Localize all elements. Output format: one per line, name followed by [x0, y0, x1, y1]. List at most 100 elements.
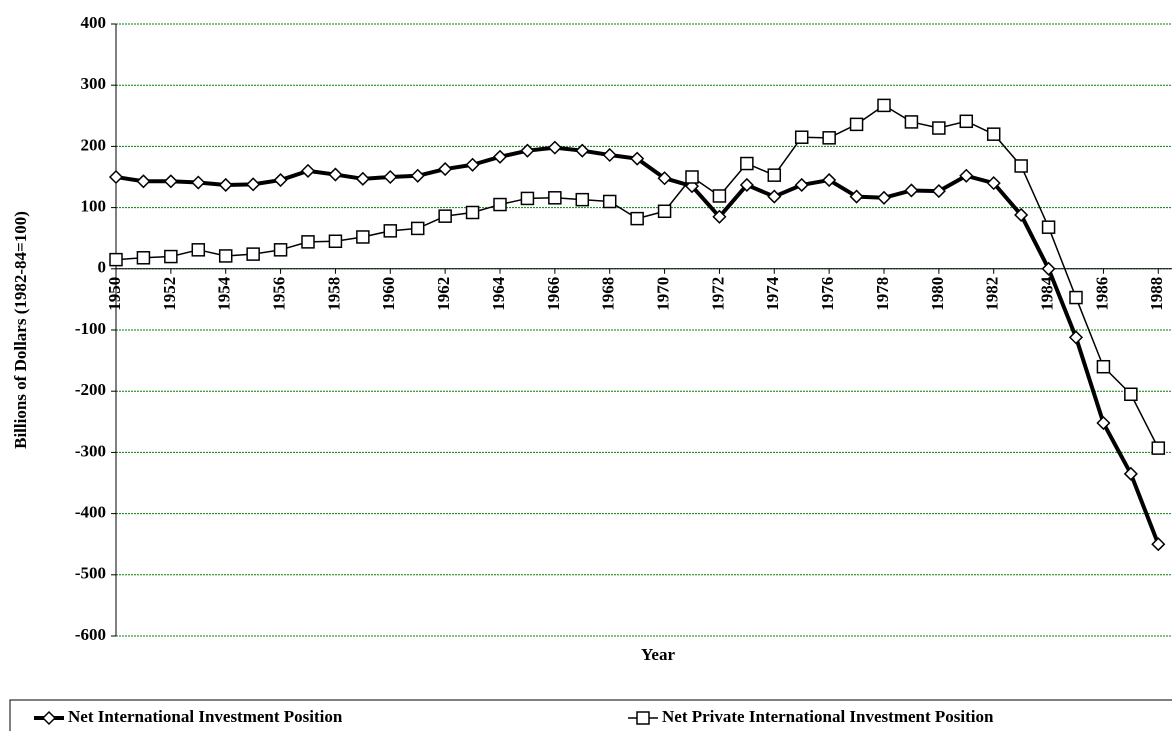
x-axis-title: Year	[641, 645, 675, 664]
marker	[1014, 159, 1028, 173]
marker	[301, 235, 315, 249]
marker	[438, 209, 452, 223]
marker	[959, 114, 974, 129]
marker	[383, 169, 398, 185]
marker	[548, 191, 562, 205]
x-tick-label: 1986	[1092, 277, 1111, 311]
marker	[931, 184, 946, 199]
y-tick-label: -500	[75, 564, 106, 583]
x-tick-label: 1978	[873, 277, 892, 311]
marker	[822, 131, 836, 145]
marker	[492, 149, 508, 164]
marker	[163, 174, 178, 189]
marker	[1096, 415, 1111, 431]
y-tick-label: 200	[81, 135, 107, 154]
x-tick-label: 1972	[708, 277, 727, 311]
marker	[712, 189, 727, 203]
marker	[1068, 330, 1084, 345]
x-tick-label: 1970	[653, 277, 672, 311]
marker	[1096, 359, 1111, 374]
y-tick-label: 100	[81, 197, 107, 216]
y-tick-label: 400	[81, 13, 107, 32]
x-tick-label: 1964	[489, 276, 508, 311]
x-tick-label: 1952	[160, 277, 179, 311]
x-tick-label: 1950	[105, 277, 124, 311]
y-tick-label: -300	[75, 441, 106, 460]
marker	[657, 171, 672, 186]
marker	[109, 252, 123, 267]
y-tick-label: 300	[81, 74, 107, 93]
marker	[108, 169, 124, 185]
x-tick-label: 1980	[928, 277, 947, 311]
x-tick-label: 1960	[379, 277, 398, 311]
marker	[465, 205, 480, 220]
marker	[986, 127, 1001, 141]
x-tick-label: 1988	[1147, 277, 1166, 311]
marker	[904, 115, 919, 129]
marker	[218, 177, 233, 193]
legend-label: Net Private International Investment Pos…	[662, 707, 994, 726]
marker	[356, 230, 370, 244]
marker	[1151, 441, 1166, 455]
legend-box	[9, 699, 1172, 731]
x-tick-label: 1962	[434, 277, 453, 311]
marker	[1151, 537, 1166, 552]
marker	[1123, 466, 1138, 481]
y-tick-label: -100	[75, 319, 106, 338]
marker	[164, 249, 178, 264]
x-tick-label: 1968	[599, 277, 618, 311]
marker	[849, 117, 864, 132]
x-tick-label: 1984	[1037, 276, 1056, 311]
marker	[218, 249, 233, 263]
x-tick-label: 1954	[215, 276, 234, 311]
marker	[986, 176, 1001, 191]
legend-marker	[636, 711, 650, 725]
marker	[493, 197, 507, 212]
x-tick-label: 1958	[324, 277, 343, 311]
marker	[520, 143, 535, 158]
marker	[547, 140, 562, 155]
marker	[657, 204, 672, 219]
x-tick-label: 1974	[763, 276, 782, 311]
marker	[273, 172, 288, 188]
marker	[849, 189, 864, 204]
marker	[794, 177, 809, 193]
marker	[1041, 261, 1056, 276]
x-tick-label: 1982	[983, 277, 1002, 311]
marker	[822, 172, 837, 188]
marker	[739, 177, 754, 193]
marker	[136, 174, 151, 189]
marker	[1041, 220, 1056, 234]
marker	[876, 190, 892, 205]
marker	[410, 168, 425, 183]
marker	[712, 209, 727, 224]
marker	[355, 171, 370, 186]
marker	[465, 157, 480, 172]
marker	[575, 192, 590, 207]
y-tick-label: -400	[75, 503, 106, 522]
marker	[932, 121, 946, 135]
marker	[959, 168, 974, 183]
legend-marker	[41, 710, 57, 726]
marker	[602, 147, 617, 163]
marker	[191, 243, 206, 257]
marker	[602, 194, 617, 209]
marker	[1069, 290, 1083, 305]
marker	[246, 177, 261, 192]
marker	[136, 251, 151, 265]
marker	[767, 189, 782, 204]
marker	[273, 243, 288, 257]
marker	[1124, 387, 1138, 402]
x-tick-label: 1966	[544, 277, 563, 311]
marker	[877, 98, 891, 113]
marker	[630, 211, 644, 226]
marker	[300, 163, 316, 178]
y-tick-label: -600	[75, 625, 106, 644]
x-tick-label: 1976	[818, 277, 837, 311]
marker	[520, 191, 535, 206]
marker	[328, 167, 343, 182]
marker	[575, 143, 590, 158]
marker	[740, 156, 754, 171]
marker	[410, 221, 425, 236]
